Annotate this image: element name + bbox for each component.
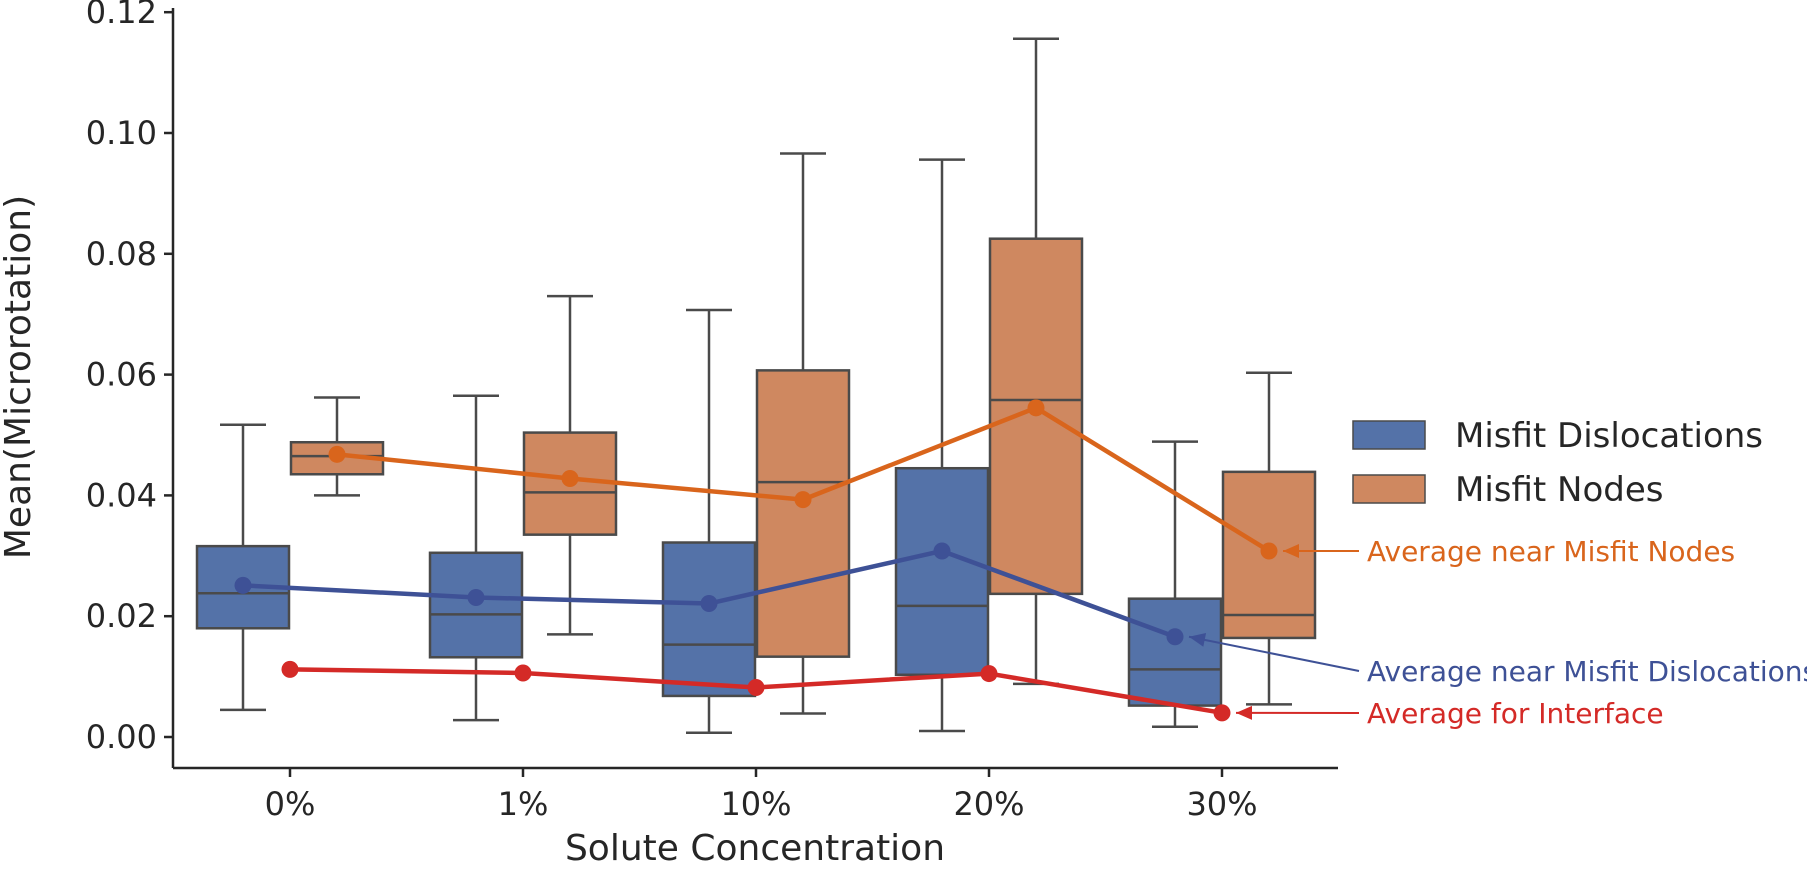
box-body [663,543,755,696]
average-point [562,470,579,487]
legend-swatch [1353,475,1425,503]
x-tick-label: 1% [498,785,549,823]
box-misfit-dislocations [1129,442,1221,727]
average-point [1167,628,1184,645]
y-tick-label: 0.08 [86,235,157,273]
x-tick-label: 20% [953,785,1024,823]
average-point [1028,399,1045,416]
annotation-average-near-misfit-nodes: Average near Misfit Nodes [1283,535,1735,568]
y-tick-label: 0.06 [86,356,157,394]
box-body [757,370,849,656]
legend-label: Misfit Dislocations [1455,416,1763,456]
average-point [701,595,718,612]
average-point [1214,704,1231,721]
x-tick-label: 10% [720,785,791,823]
average-point [468,589,485,606]
box-body [896,468,988,675]
annotation-average-for-interface: Average for Interface [1236,697,1664,730]
average-point [235,577,252,594]
legend-label: Misfit Nodes [1455,470,1664,510]
annotation-label: Average near Misfit Dislocations [1367,655,1807,688]
box-misfit-dislocations [663,310,755,733]
annotation-label: Average for Interface [1367,697,1664,730]
box-misfit-nodes [1223,373,1315,705]
annotation-average-near-misfit-dislocations: Average near Misfit Dislocations [1189,633,1807,688]
legend-swatch [1353,421,1425,449]
average-point [329,446,346,463]
y-tick-label: 0.02 [86,597,157,635]
y-axis-label: Mean(Microrotation) [0,195,39,559]
y-tick-label: 0.00 [86,718,157,756]
annotation-label: Average near Misfit Nodes [1367,535,1735,568]
box-body [1129,599,1221,706]
legend: Misfit Dislocations Misfit Nodes [1353,416,1763,510]
x-tick-label: 0% [265,785,316,823]
y-tick-label: 0.12 [86,0,157,31]
average-point [748,679,765,696]
box-misfit-nodes [757,154,849,714]
average-point [795,491,812,508]
box-misfit-dislocations [197,425,289,710]
average-point [282,661,299,678]
average-point [515,664,532,681]
box-misfit-nodes [524,296,616,634]
average-point [1261,542,1278,559]
x-axis-label: Solute Concentration [565,828,945,864]
average-point [981,665,998,682]
x-tick-label: 30% [1186,785,1257,823]
annotation-arrow-head [1236,706,1252,720]
average-point [934,542,951,559]
y-tick-label: 0.04 [86,476,157,514]
y-tick-label: 0.10 [86,114,157,152]
